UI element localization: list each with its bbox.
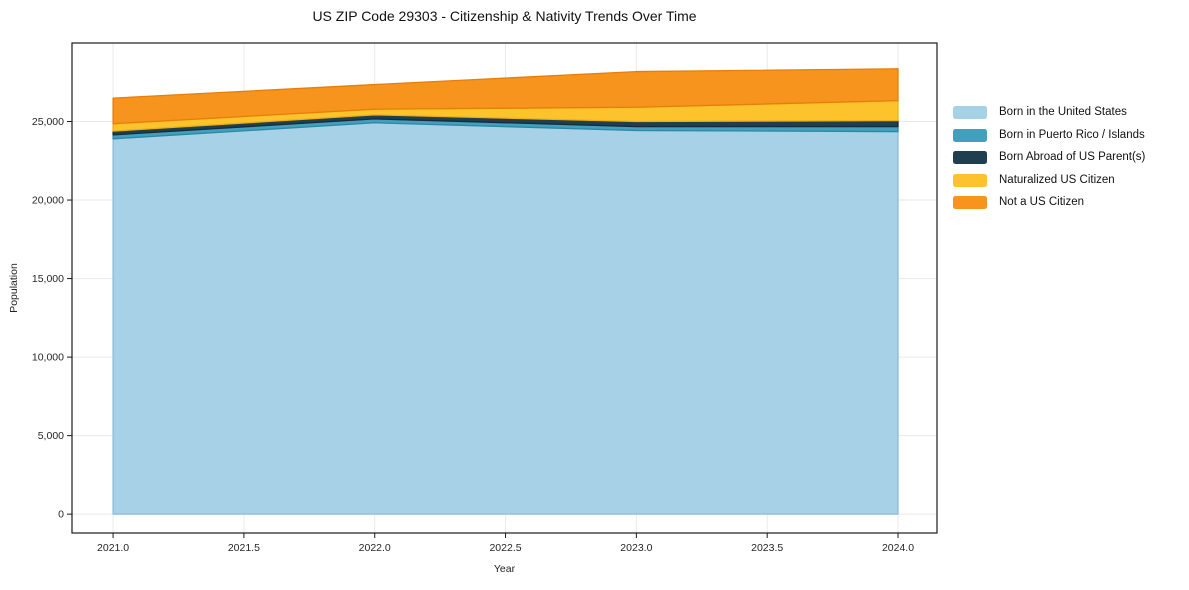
y-axis-label: Population xyxy=(8,263,20,313)
x-tick-label: 2021.0 xyxy=(97,542,129,554)
legend-swatch-born-abroad-icon xyxy=(953,151,987,164)
x-tick-label: 2022.5 xyxy=(489,542,521,554)
chart-title: US ZIP Code 29303 - Citizenship & Nativi… xyxy=(312,8,697,24)
y-tick-label: 20,000 xyxy=(32,195,64,207)
legend-item: Born in Puerto Rico / Islands xyxy=(953,128,1145,142)
legend-swatch-born-in-us-icon xyxy=(953,106,987,119)
legend: Born in the United States Born in Puerto… xyxy=(953,106,1145,219)
legend-label-born-abroad: Born Abroad of US Parent(s) xyxy=(999,151,1146,163)
y-tick-label: 5,000 xyxy=(38,430,64,442)
legend-item: Born in the United States xyxy=(953,106,1145,119)
axis-ticks xyxy=(67,121,899,538)
x-tick-label: 2024.0 xyxy=(882,542,914,554)
legend-label-not-citizen: Not a US Citizen xyxy=(999,196,1085,208)
legend-label-naturalized: Naturalized US Citizen xyxy=(999,173,1115,186)
y-tick-label: 0 xyxy=(58,509,64,521)
x-tick-label: 2023.5 xyxy=(751,542,783,554)
tick-labels: 2021.0 2021.5 2022.0 2022.5 2023.0 2023.5 2024… xyxy=(32,116,914,554)
x-tick-label: 2021.5 xyxy=(228,542,260,554)
x-tick-label: 2022.0 xyxy=(359,542,391,554)
legend-swatch-not-citizen-icon xyxy=(953,196,987,209)
plot-border xyxy=(71,42,938,534)
legend-swatch-puerto-rico-icon xyxy=(953,128,987,142)
legend-item: Not a US Citizen xyxy=(953,196,1145,209)
legend-item: Naturalized US Citizen xyxy=(953,173,1145,187)
y-tick-label: 15,000 xyxy=(32,273,64,285)
areas xyxy=(112,68,899,515)
legend-label-born-in-us: Born in the United States xyxy=(999,106,1127,118)
area-series-4 xyxy=(112,68,899,125)
legend-label-puerto-rico: Born in Puerto Rico / Islands xyxy=(999,128,1145,141)
x-axis-label: Year xyxy=(493,563,516,575)
area-series-0 xyxy=(112,122,899,515)
legend-swatch-naturalized-icon xyxy=(953,173,987,187)
y-tick-label: 10,000 xyxy=(32,352,64,364)
legend-item: Born Abroad of US Parent(s) xyxy=(953,151,1145,164)
x-tick-label: 2023.0 xyxy=(620,542,652,554)
y-tick-label: 25,000 xyxy=(32,116,64,128)
